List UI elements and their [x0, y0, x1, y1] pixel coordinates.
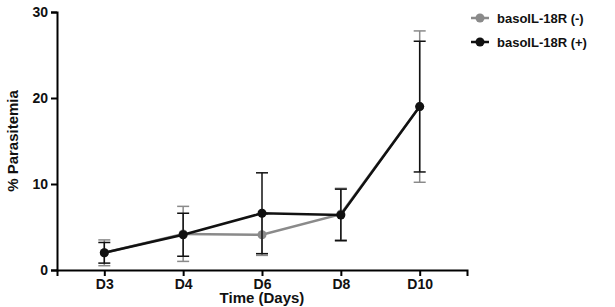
plot-area — [98, 31, 425, 266]
error-bar — [335, 188, 347, 240]
error-bar-cap — [335, 188, 347, 190]
y-tick-mark — [51, 12, 57, 14]
error-bar-cap — [335, 240, 347, 242]
error-bar — [256, 173, 268, 254]
legend: basoIL-18R (-) basoIL-18R (+) — [471, 11, 587, 50]
error-bar-cap — [98, 265, 110, 267]
legend-item: basoIL-18R (+) — [471, 35, 587, 50]
point — [100, 248, 109, 257]
x-axis-title: Time (Days) — [220, 289, 305, 306]
error-bar-cap — [414, 40, 426, 42]
y-tick-mark — [51, 270, 57, 272]
error-bar-cap — [177, 255, 189, 257]
y-axis-title: % Parasitemia — [4, 89, 21, 191]
error-bar — [98, 242, 110, 263]
legend-label: basoIL-18R (+) — [497, 35, 587, 50]
point — [336, 210, 345, 219]
legend-marker — [476, 38, 485, 47]
error-bar-cap — [335, 188, 347, 190]
y-tick: 10 — [32, 176, 57, 192]
y-tick-label: 20 — [32, 90, 48, 106]
error-bar-cap — [177, 261, 189, 263]
y-axis-line — [51, 13, 58, 271]
error-bar-cap — [414, 182, 426, 184]
y-tick-mark — [51, 98, 57, 100]
error-bar — [177, 213, 189, 256]
point — [100, 248, 109, 257]
y-tick: 0 — [40, 262, 57, 278]
y-tick-label: 30 — [32, 4, 48, 20]
x-tick-label: D4 — [175, 276, 193, 292]
y-axis: 0 10 20 30 — [32, 4, 57, 278]
legend-label: basoIL-18R (-) — [497, 11, 584, 26]
series — [98, 41, 425, 263]
error-bar-cap — [414, 171, 426, 173]
point — [179, 229, 188, 238]
y-tick: 20 — [32, 90, 57, 106]
x-tick-label: D3 — [96, 276, 114, 292]
y-tick-label: 0 — [40, 262, 48, 278]
error-bar — [98, 240, 110, 266]
legend-item: basoIL-18R (-) — [471, 11, 584, 26]
y-tick-mark — [51, 184, 57, 186]
error-bar-cap — [98, 262, 110, 264]
error-bar-cap — [98, 239, 110, 241]
x-tick: D3 — [96, 270, 114, 292]
error-bar — [177, 206, 189, 261]
point — [415, 102, 424, 111]
error-bar — [335, 189, 347, 241]
series — [98, 31, 425, 266]
point — [179, 230, 188, 239]
x-tick: D4 — [175, 270, 193, 292]
y-tick-label: 10 — [32, 176, 48, 192]
chart: 0102030D3D4D6D8D10Time (Days)% Parasitem… — [0, 0, 615, 307]
error-bar-cap — [414, 30, 426, 32]
error-bar — [414, 41, 426, 172]
y-tick: 30 — [32, 4, 57, 20]
x-tick-label: D10 — [407, 276, 433, 292]
error-bar-cap — [256, 253, 268, 255]
error-bar — [414, 31, 426, 182]
legend-marker — [476, 14, 485, 23]
x-tick-label: D8 — [332, 276, 350, 292]
point — [415, 102, 424, 111]
series-line — [104, 107, 419, 253]
series-line — [104, 107, 419, 253]
x-tick: D8 — [332, 270, 350, 292]
x-tick: D10 — [407, 270, 433, 292]
error-bar-cap — [256, 255, 268, 257]
error-bar-cap — [177, 206, 189, 208]
error-bar-cap — [177, 212, 189, 214]
point — [258, 209, 267, 218]
error-bar-cap — [256, 172, 268, 174]
error-bar-cap — [98, 242, 110, 244]
